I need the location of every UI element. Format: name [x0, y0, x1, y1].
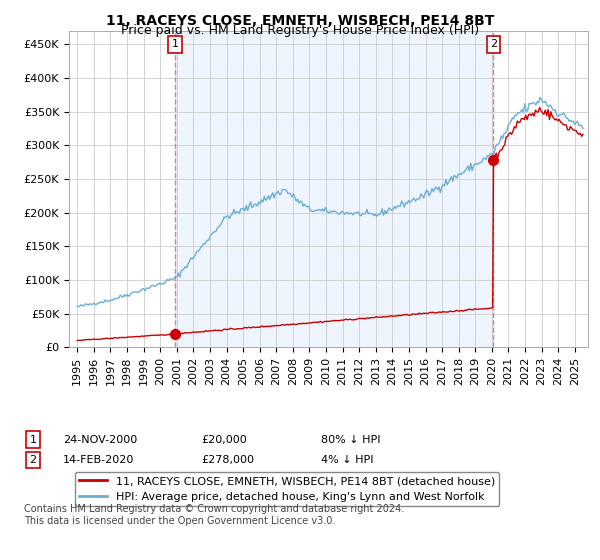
- Text: 80% ↓ HPI: 80% ↓ HPI: [321, 435, 380, 445]
- Text: 4% ↓ HPI: 4% ↓ HPI: [321, 455, 373, 465]
- Text: Contains HM Land Registry data © Crown copyright and database right 2024.
This d: Contains HM Land Registry data © Crown c…: [24, 504, 404, 526]
- Text: 1: 1: [29, 435, 37, 445]
- Legend: 11, RACEYS CLOSE, EMNETH, WISBECH, PE14 8BT (detached house), HPI: Average price: 11, RACEYS CLOSE, EMNETH, WISBECH, PE14 …: [74, 472, 499, 506]
- Bar: [175, 31, 493, 347]
- Text: £278,000: £278,000: [201, 455, 254, 465]
- Text: 11, RACEYS CLOSE, EMNETH, WISBECH, PE14 8BT: 11, RACEYS CLOSE, EMNETH, WISBECH, PE14 …: [106, 14, 494, 28]
- Text: 24-NOV-2000: 24-NOV-2000: [63, 435, 137, 445]
- Text: 14-FEB-2020: 14-FEB-2020: [63, 455, 134, 465]
- Text: 2: 2: [29, 455, 37, 465]
- Text: £20,000: £20,000: [201, 435, 247, 445]
- Text: 2: 2: [490, 39, 497, 49]
- Text: Price paid vs. HM Land Registry's House Price Index (HPI): Price paid vs. HM Land Registry's House …: [121, 24, 479, 37]
- Text: 1: 1: [172, 39, 179, 49]
